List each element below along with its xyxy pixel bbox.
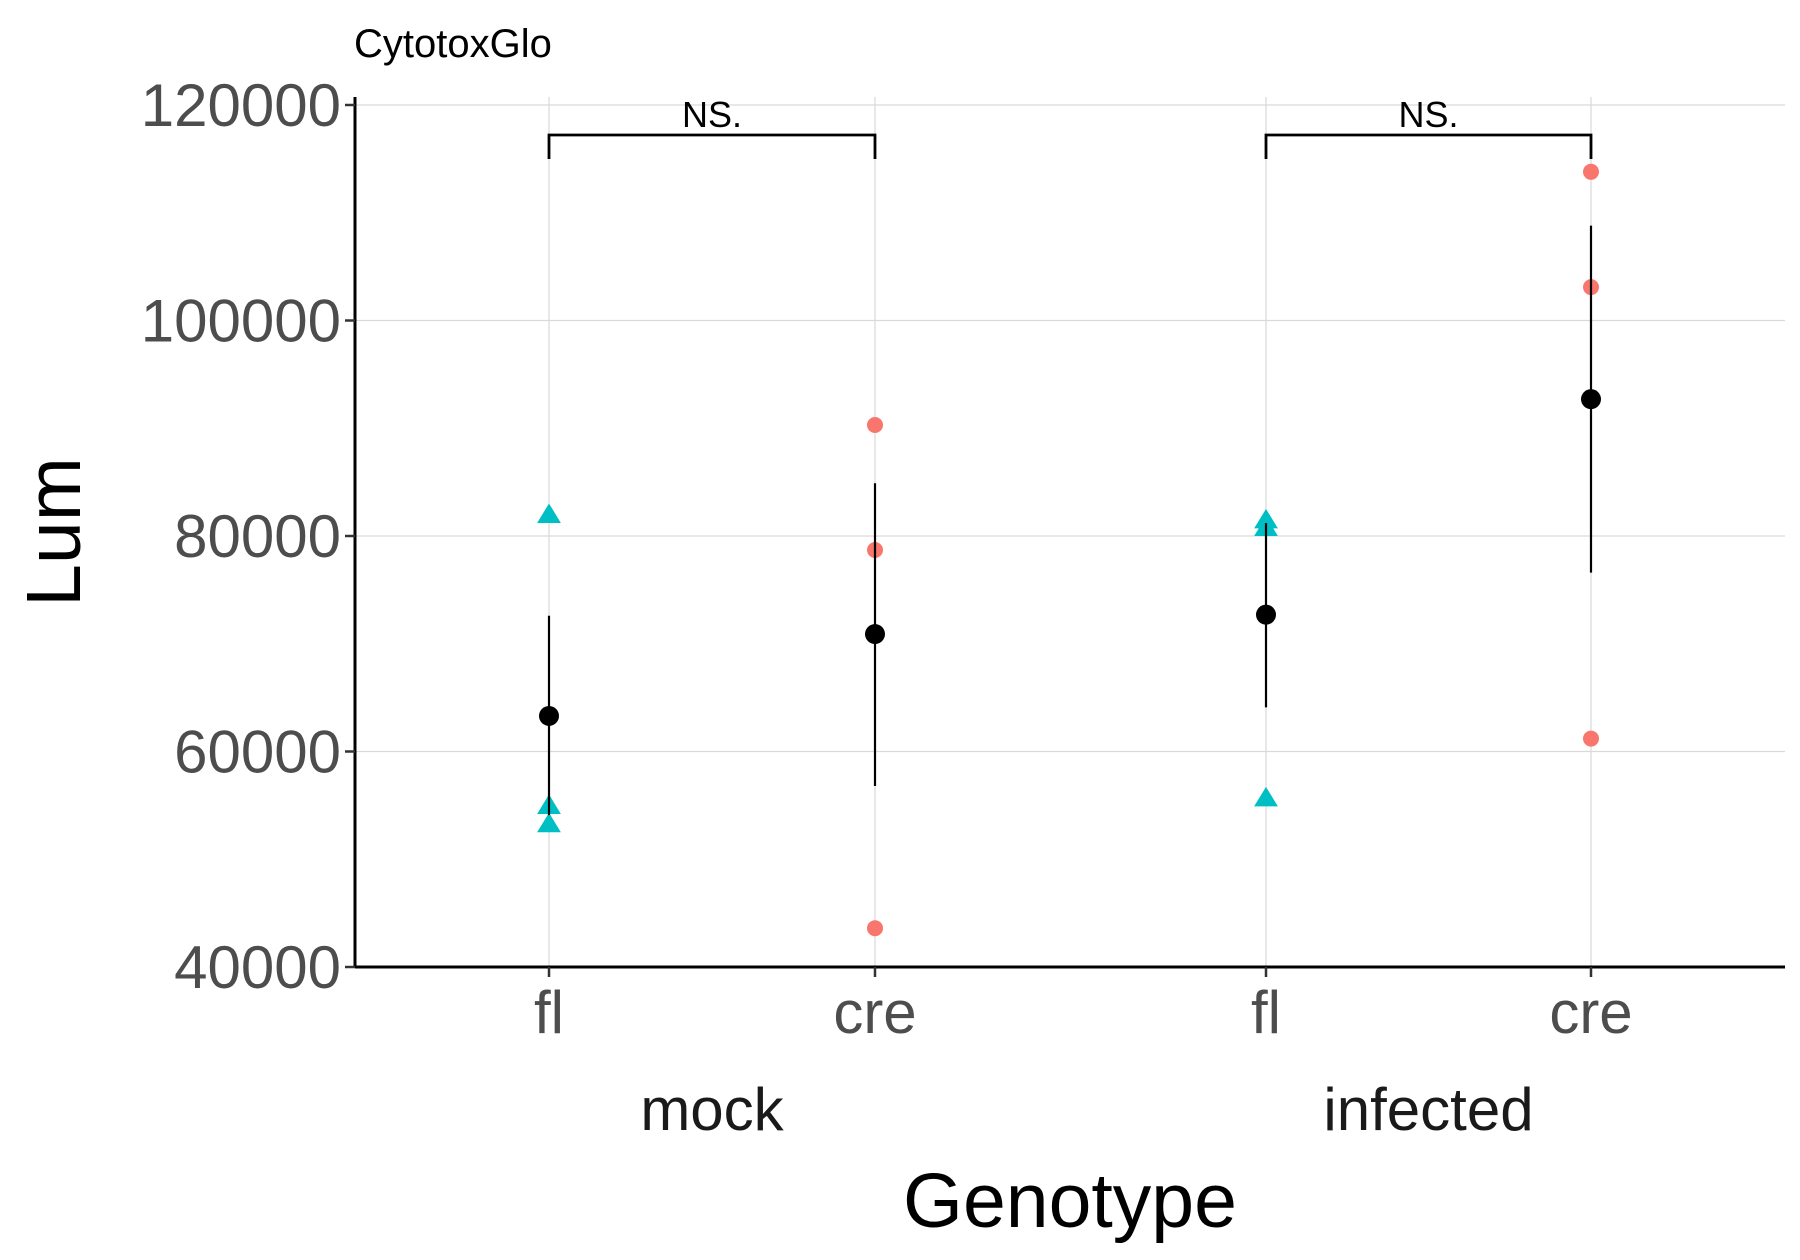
- significance-brackets: NS. NS.: [547, 94, 1593, 159]
- significance-bracket: [1264, 133, 1593, 159]
- data-point-circle: [867, 920, 883, 937]
- y-axis-title: Lum: [11, 457, 97, 607]
- y-tick-label: 40000: [174, 934, 341, 1001]
- x-axis-title: Genotype: [903, 1158, 1237, 1244]
- x-tick-label: cre: [833, 979, 916, 1046]
- data-point-circle: [1583, 730, 1599, 747]
- chart-title: CytotoxGlo: [354, 22, 552, 66]
- x-axis-ticks: fl cre fl cre: [534, 967, 1633, 1046]
- x-tick-label: cre: [1549, 979, 1632, 1046]
- group-label: infected: [1323, 1076, 1533, 1143]
- grid: [355, 97, 1785, 968]
- y-axis-ticks: 40000 60000 80000 100000 120000: [141, 72, 355, 1001]
- mean-point: [865, 624, 885, 645]
- mean-point: [1256, 604, 1276, 625]
- significance-label: NS.: [682, 94, 742, 135]
- data-point-triangle: [537, 503, 561, 524]
- y-tick-label: 100000: [141, 288, 341, 355]
- mean-point: [539, 705, 559, 726]
- data-point-circle: [867, 417, 883, 434]
- y-tick-label: 60000: [174, 719, 341, 786]
- y-tick-label: 120000: [141, 72, 341, 139]
- x-tick-label: fl: [534, 979, 564, 1046]
- x-tick-label: fl: [1251, 979, 1281, 1046]
- y-tick-label: 80000: [174, 503, 341, 570]
- data-marks: [537, 163, 1601, 937]
- data-point-triangle: [537, 812, 561, 833]
- data-point-circle: [1583, 163, 1599, 180]
- group-label: mock: [640, 1076, 784, 1143]
- significance-bracket: [547, 133, 877, 159]
- significance-label: NS.: [1398, 94, 1458, 135]
- data-point-triangle: [1254, 786, 1278, 807]
- facet-labels: mock infected: [640, 1076, 1533, 1143]
- mean-point: [1581, 389, 1601, 410]
